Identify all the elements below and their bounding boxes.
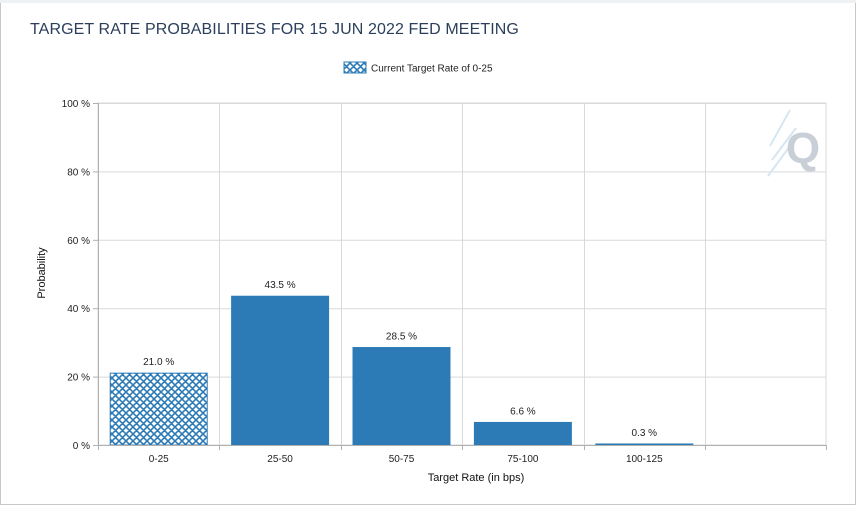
data-label: 21.0 % [143, 357, 174, 368]
bar-0-25 [109, 372, 208, 446]
bar-75-100 [473, 421, 572, 446]
x-tick-label: 75-100 [507, 454, 539, 465]
y-tick-label: 20 % [67, 373, 90, 384]
watermark-q: Q [786, 124, 820, 173]
x-axis-title: Target Rate (in bps) [428, 472, 525, 484]
x-tick-label: 25-50 [267, 454, 293, 465]
y-axis-title: Probability [36, 247, 48, 299]
chart-title: TARGET RATE PROBABILITIES FOR 15 JUN 202… [30, 21, 519, 38]
y-tick-label: 60 % [67, 236, 90, 247]
axes: 0 % 20 % 40 % 60 % 80 % 100 % 0-25 25-50 50-75 75… [36, 99, 827, 484]
legend-label: Current Target Rate of 0-25 [371, 64, 493, 75]
watermark-streak [769, 109, 791, 147]
legend-swatch [343, 61, 367, 74]
x-tick-label: 0-25 [149, 454, 169, 465]
bars: 21.0 % 43.5 % 28.5 % 6.6 % 0.3 % [109, 280, 694, 446]
quikstrike-logo-icon: Q [767, 109, 820, 177]
top-strip [0, 0, 856, 3]
data-label: 0.3 % [632, 428, 658, 439]
y-tick-label: 100 % [62, 99, 90, 110]
data-label: 28.5 % [386, 332, 417, 343]
y-tick-label: 40 % [67, 304, 90, 315]
legend: Current Target Rate of 0-25 [343, 61, 493, 75]
bar-50-75 [352, 347, 451, 446]
data-label: 6.6 % [510, 406, 536, 417]
y-tick-label: 0 % [73, 441, 90, 452]
watermark-streak [771, 127, 797, 161]
watermark-streak [767, 145, 791, 177]
y-tick-label: 80 % [67, 167, 90, 178]
bar-25-50 [231, 295, 330, 446]
data-label: 43.5 % [265, 280, 296, 291]
bar-100-125 [595, 443, 694, 446]
x-tick-label: 100-125 [626, 454, 663, 465]
x-tick-label: 50-75 [389, 454, 415, 465]
